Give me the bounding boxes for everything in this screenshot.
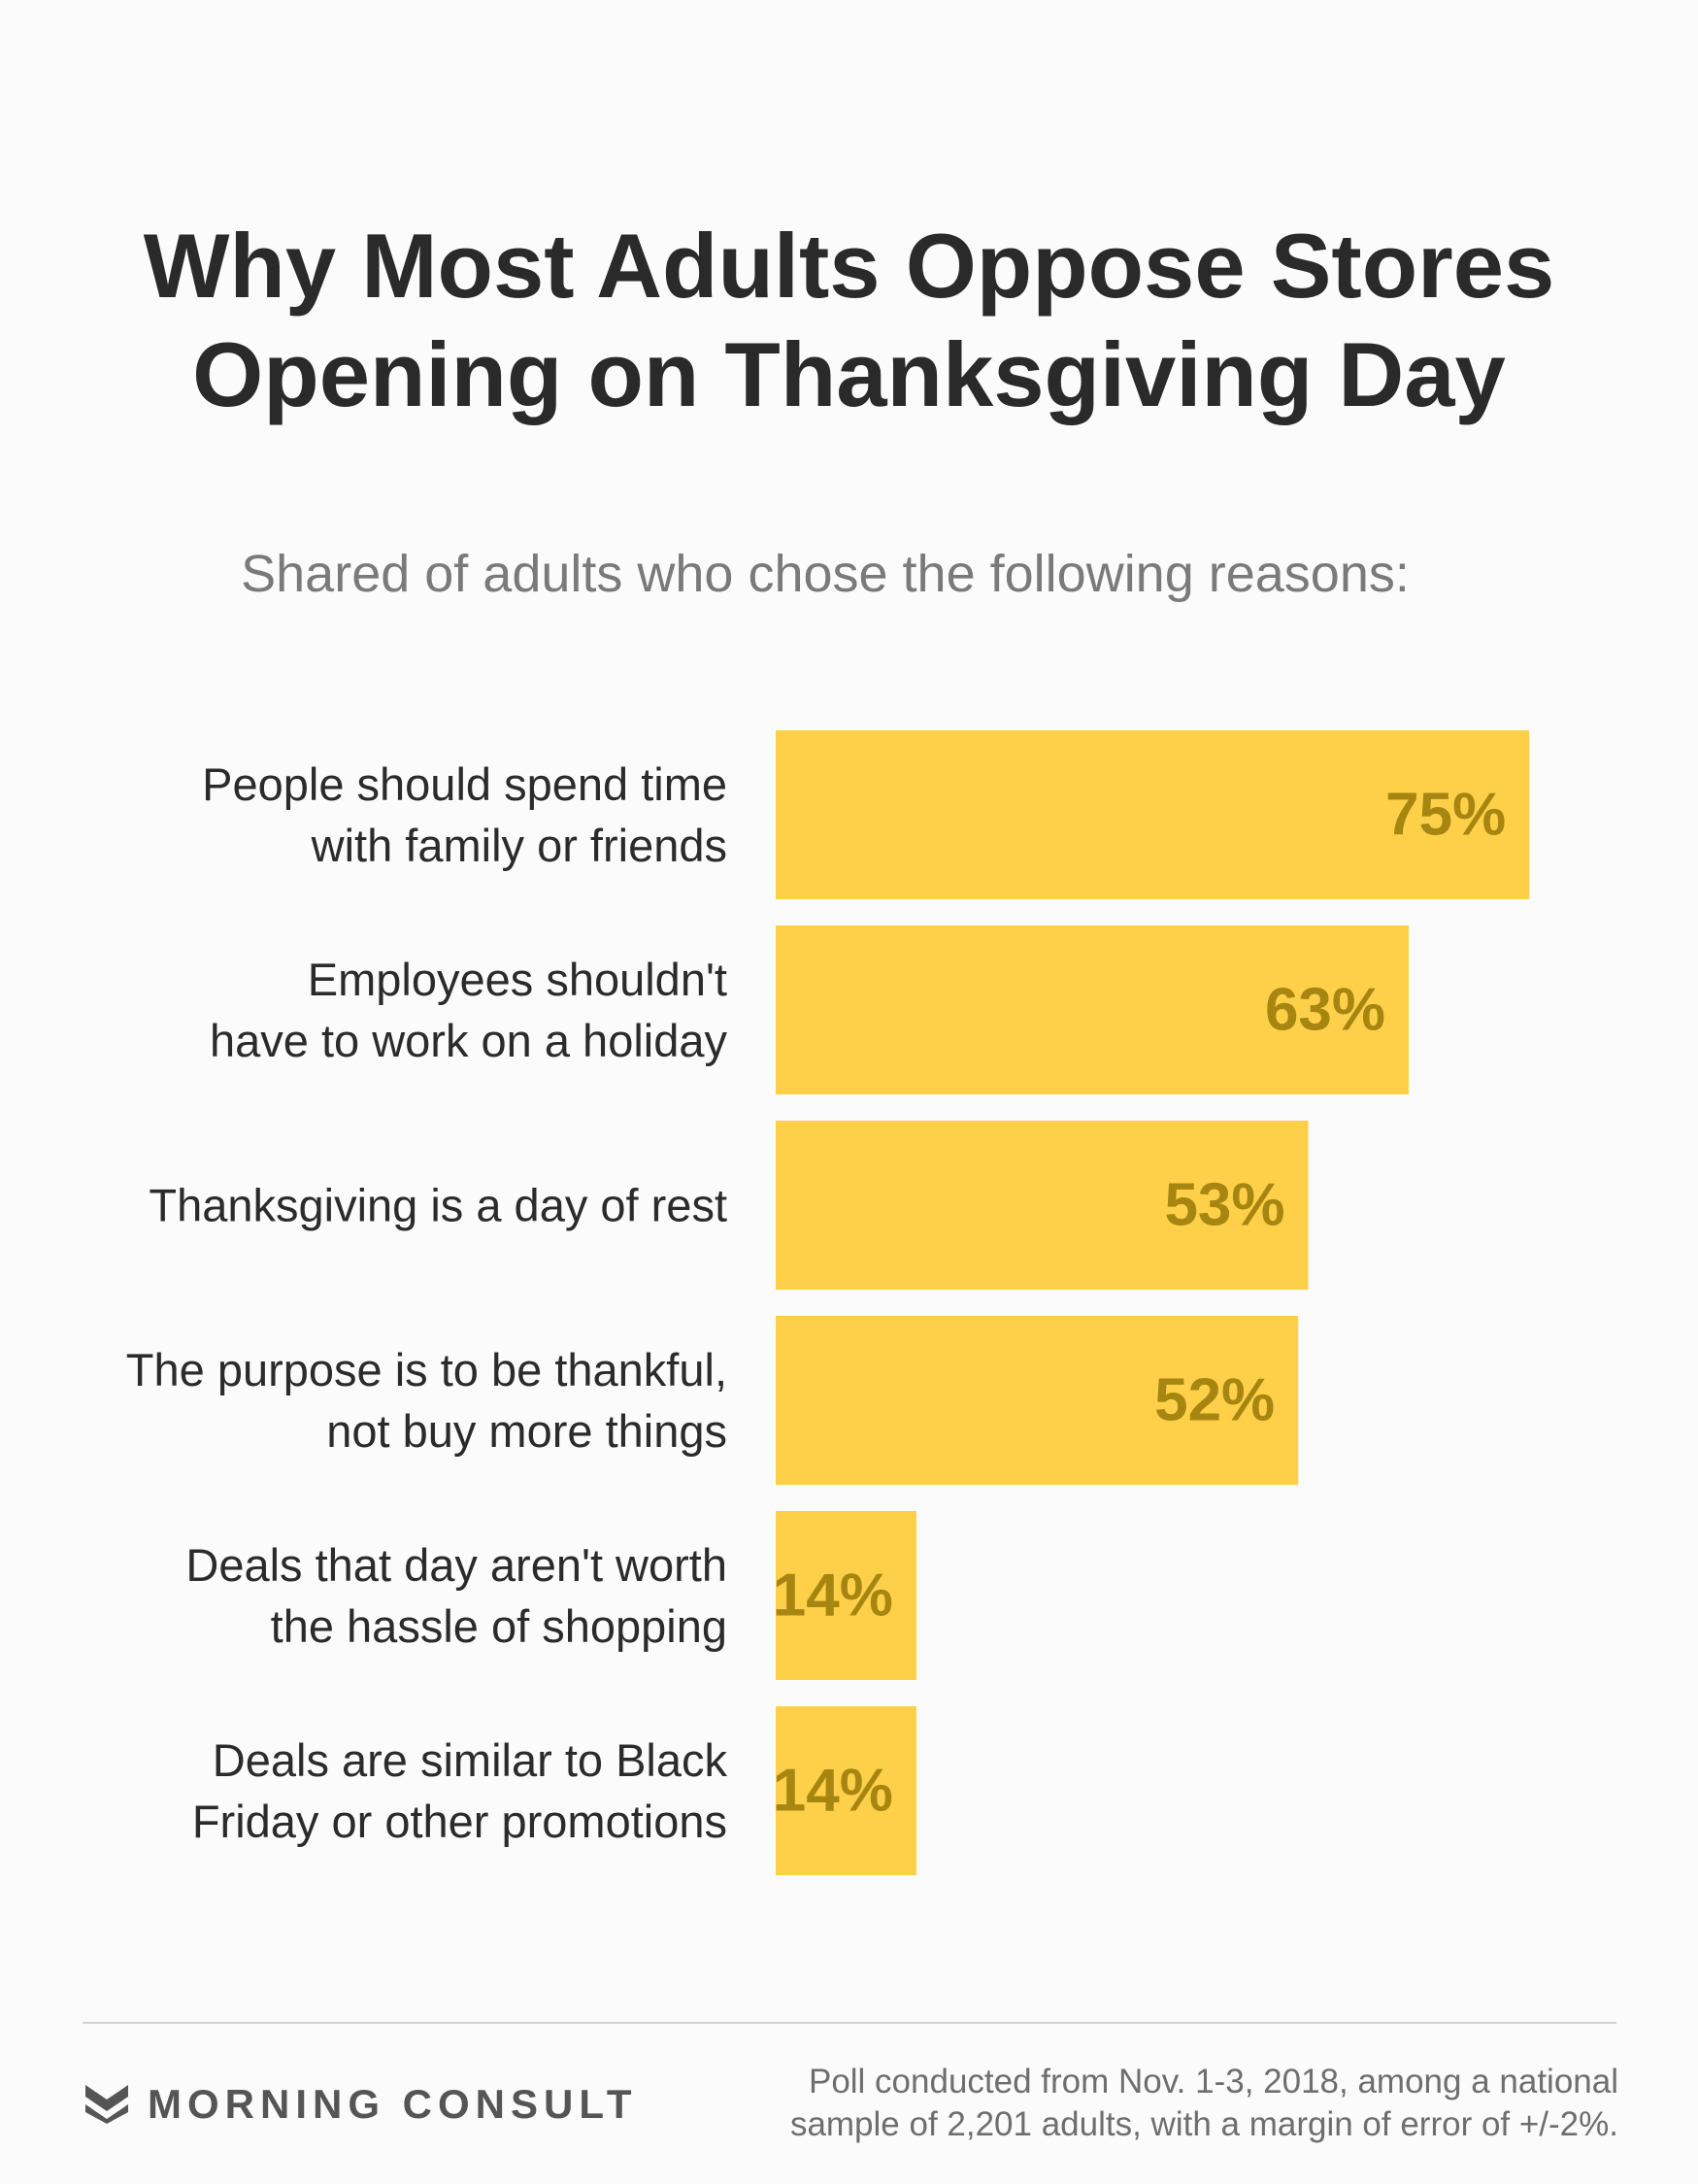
- value-label-3: 52%: [1154, 1367, 1275, 1434]
- category-label-3-line-1: The purpose is to be thankful,: [126, 1344, 727, 1395]
- bar-chart: People should spend time with family or f…: [126, 730, 1530, 1875]
- methodology-note-line-2: sample of 2,201 adults, with a margin of…: [789, 2105, 1618, 2143]
- chart-subtitle: Shared of adults who chose the following…: [241, 545, 1410, 603]
- value-label-4: 14%: [773, 1562, 893, 1630]
- bar-1: [776, 925, 1410, 1094]
- value-label-2: 53%: [1164, 1172, 1284, 1239]
- bar-2: [776, 1121, 1309, 1290]
- category-label-5-line-2: Friday or other promotions: [192, 1796, 727, 1847]
- chart-title-line-2: Opening on Thanksgiving Day: [192, 323, 1506, 425]
- chart-title-line-1: Why Most Adults Oppose Stores: [143, 215, 1555, 317]
- category-label-0-line-2: with family or friends: [311, 820, 727, 871]
- bar-3: [776, 1316, 1299, 1485]
- chart-title: Why Most Adults Oppose Stores Opening on…: [0, 212, 1698, 429]
- footer-divider: [83, 2022, 1616, 2024]
- category-label-2-line-1: Thanksgiving is a day of rest: [149, 1180, 727, 1231]
- brand: MORNING CONSULT: [85, 2081, 638, 2128]
- category-label-4-line-1: Deals that day aren't worth: [185, 1539, 727, 1591]
- value-label-0: 75%: [1385, 782, 1506, 849]
- methodology-note: Poll conducted from Nov. 1-3, 2018, amon…: [790, 2061, 1618, 2146]
- value-label-1: 63%: [1265, 977, 1385, 1044]
- category-label-4-line-2: the hassle of shopping: [271, 1600, 727, 1652]
- category-label-1-line-1: Employees shouldn't: [308, 954, 727, 1005]
- category-label-1-line-2: have to work on a holiday: [210, 1015, 727, 1066]
- value-label-5: 14%: [773, 1758, 893, 1825]
- methodology-note-line-1: Poll conducted from Nov. 1-3, 2018, amon…: [808, 2063, 1618, 2100]
- morning-consult-logo-icon: [85, 2085, 128, 2124]
- bar-0: [776, 730, 1530, 899]
- category-label-0-line-1: People should spend time: [202, 758, 727, 810]
- category-label-3-line-2: not buy more things: [326, 1405, 727, 1457]
- brand-name: MORNING CONSULT: [148, 2081, 638, 2127]
- category-label-5-line-1: Deals are similar to Black: [213, 1734, 728, 1786]
- bar-5: [776, 1706, 916, 1875]
- bar-4: [776, 1511, 916, 1680]
